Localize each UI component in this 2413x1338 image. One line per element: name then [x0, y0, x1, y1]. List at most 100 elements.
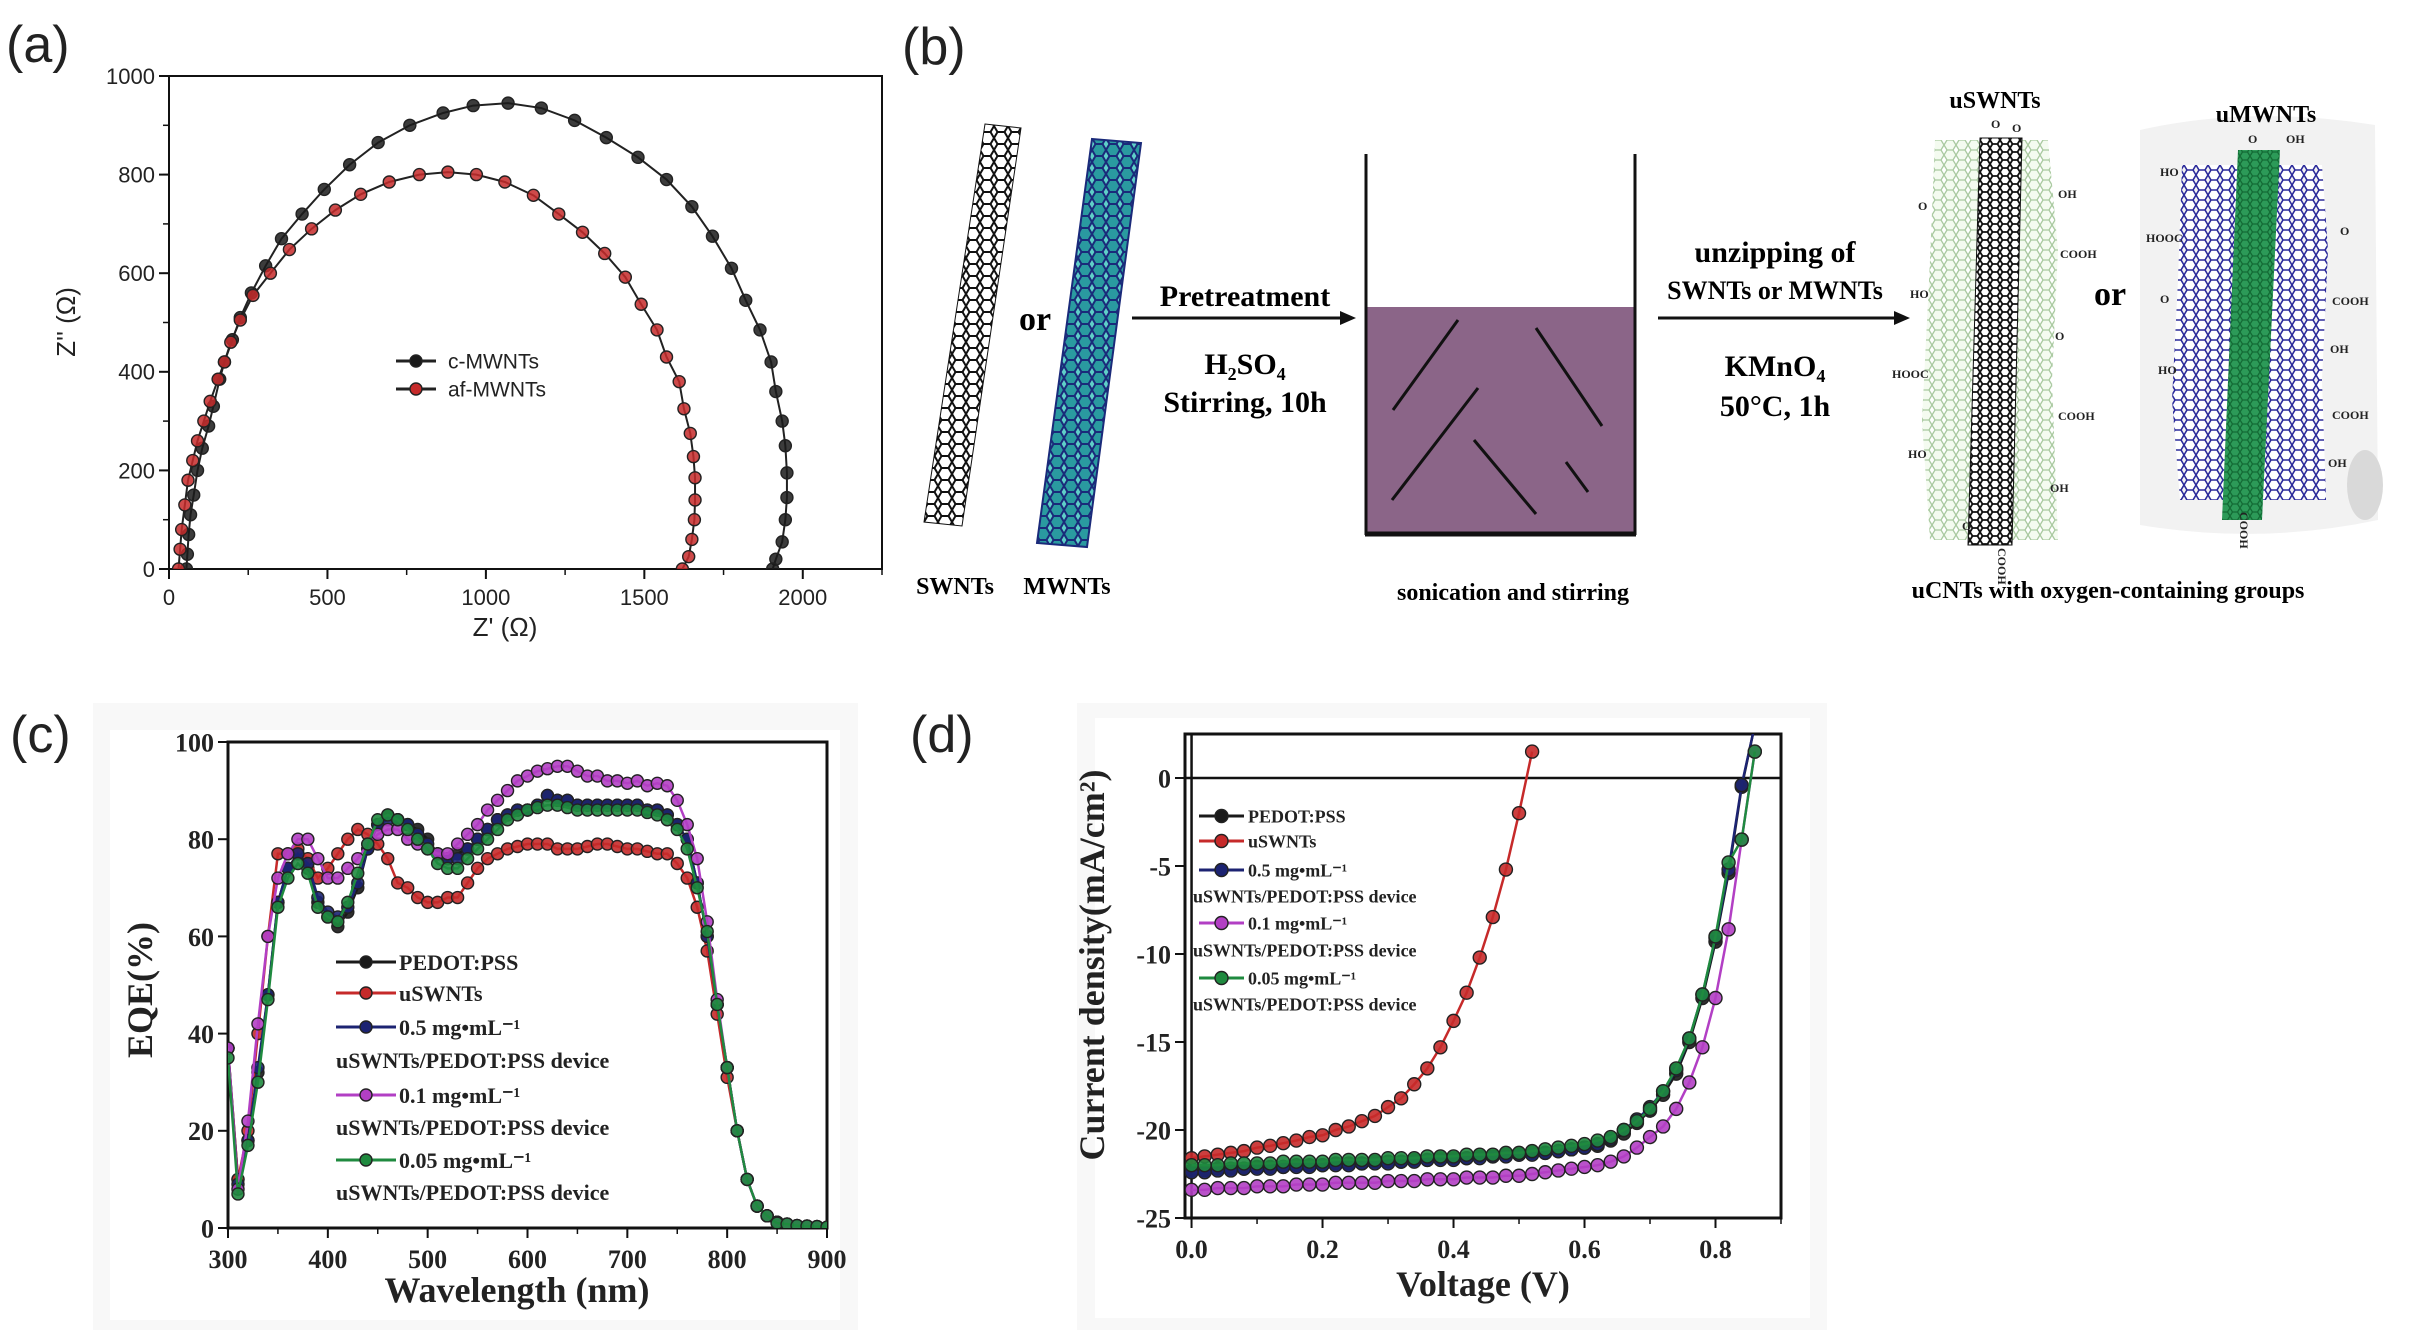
group-label: HO [1908, 447, 1927, 461]
y-tick-label: 400 [118, 360, 155, 385]
data-point [304, 222, 319, 236]
series-line-1 [177, 171, 697, 569]
data-point [1433, 1172, 1448, 1187]
uswnt-core-image [1967, 137, 2023, 546]
group-label: HO [1910, 287, 1929, 301]
data-point [1603, 1129, 1618, 1145]
legend-marker [1214, 833, 1229, 849]
data-point [261, 992, 275, 1007]
data-point [1524, 744, 1540, 759]
unzipping-label: unzipping of [1695, 236, 1857, 269]
data-point [1315, 1154, 1330, 1169]
group-label: OH [2286, 132, 2305, 146]
mwnt-tube-image [1035, 137, 1143, 549]
legend-label: 0.05 mg•mL⁻¹ [399, 1148, 531, 1173]
group-label: HOOC [2146, 231, 2183, 245]
group-label: O [2160, 292, 2169, 306]
legend-marker [359, 1020, 373, 1034]
data-point [173, 542, 187, 556]
plot-area [1185, 734, 1763, 1198]
data-point [760, 1209, 774, 1223]
data-point [361, 837, 375, 851]
x-tick-label: 900 [808, 1245, 847, 1274]
data-point [217, 355, 232, 369]
data-point [1669, 1061, 1684, 1076]
data-point [1289, 1133, 1304, 1148]
swnts-or-mwnts-label: SWNTs or MWNTs [1667, 276, 1883, 305]
data-point [780, 490, 794, 505]
y-tick-label: 20 [188, 1117, 214, 1146]
data-point [228, 1041, 235, 1055]
kmno4-label: KMnO₄ [1725, 350, 1826, 383]
data-point [1407, 1150, 1422, 1166]
data-point [1380, 1099, 1396, 1115]
arrow-head-icon [1894, 311, 1910, 325]
group-label: O [1991, 117, 2000, 131]
data-point [1577, 1136, 1592, 1152]
data-point [1551, 1140, 1566, 1155]
unzipping-schematic: or SWNTs MWNTs Pretreatment H₂SO₄ Stirri… [916, 88, 2383, 606]
y-tick-label: 800 [118, 163, 155, 188]
arrow-head-icon [1340, 311, 1356, 325]
group-label: O [1962, 519, 1971, 533]
y-tick-label: 1000 [106, 64, 155, 89]
data-point [1682, 1031, 1697, 1046]
data-point [1603, 1154, 1618, 1169]
shadow-blob [2347, 450, 2383, 520]
data-point [450, 890, 465, 905]
legend-label: uSWNTs [399, 981, 483, 1006]
legend-label: 0.1 mg•mL⁻¹ [1248, 913, 1347, 933]
data-point [634, 297, 648, 311]
data-point [410, 832, 425, 846]
umwnt-functional-groups: O OH HO HOOC O O COOH OH HO COOH OH COOH [2146, 132, 2369, 549]
or-text-1: or [1019, 301, 1051, 338]
data-point [190, 434, 205, 448]
data-point [567, 113, 582, 128]
group-label: HO [2158, 363, 2177, 377]
legend-marker [1214, 862, 1229, 878]
x-tick-label: 1500 [620, 585, 669, 610]
data-point [1498, 1145, 1514, 1161]
x-tick-label: 500 [408, 1245, 447, 1274]
data-point [775, 414, 789, 428]
data-point [1498, 1168, 1514, 1183]
x-tick-label: 300 [209, 1245, 248, 1274]
data-point [1249, 1156, 1265, 1171]
data-point [371, 135, 385, 150]
data-point [670, 822, 684, 837]
data-point [490, 793, 505, 808]
data-point [171, 562, 186, 569]
product-caption: uCNTs with oxygen-containing groups [1912, 578, 2305, 604]
x-tick-label: 0.4 [1437, 1235, 1470, 1264]
h2so4-label: H₂SO₄ [1204, 348, 1285, 381]
legend-marker [409, 354, 423, 368]
data-point [753, 323, 767, 337]
legend-marker [1214, 915, 1229, 931]
data-point [778, 439, 793, 453]
data-point [281, 871, 295, 885]
data-point [1236, 1180, 1252, 1196]
data-point [1498, 862, 1514, 877]
data-point [295, 207, 309, 221]
data-point [705, 229, 720, 243]
data-point [660, 813, 674, 827]
y-axis-label: Z'' (Ω) [51, 287, 81, 357]
data-point [261, 929, 275, 944]
group-label: O [2012, 121, 2021, 135]
data-point [683, 426, 697, 441]
data-point [498, 175, 512, 189]
or-text-2: or [2094, 276, 2126, 313]
y-tick-label: -20 [1136, 1116, 1171, 1145]
data-point [769, 384, 783, 399]
group-label: COOH [2058, 409, 2095, 423]
y-tick-label: -15 [1136, 1028, 1171, 1057]
legend-label: 0.05 mg•mL⁻¹ [1248, 968, 1356, 988]
data-point [1223, 1156, 1239, 1171]
data-point [174, 522, 189, 537]
data-point [211, 372, 225, 386]
data-point [391, 813, 405, 827]
data-point [203, 394, 217, 409]
data-point [450, 861, 465, 876]
